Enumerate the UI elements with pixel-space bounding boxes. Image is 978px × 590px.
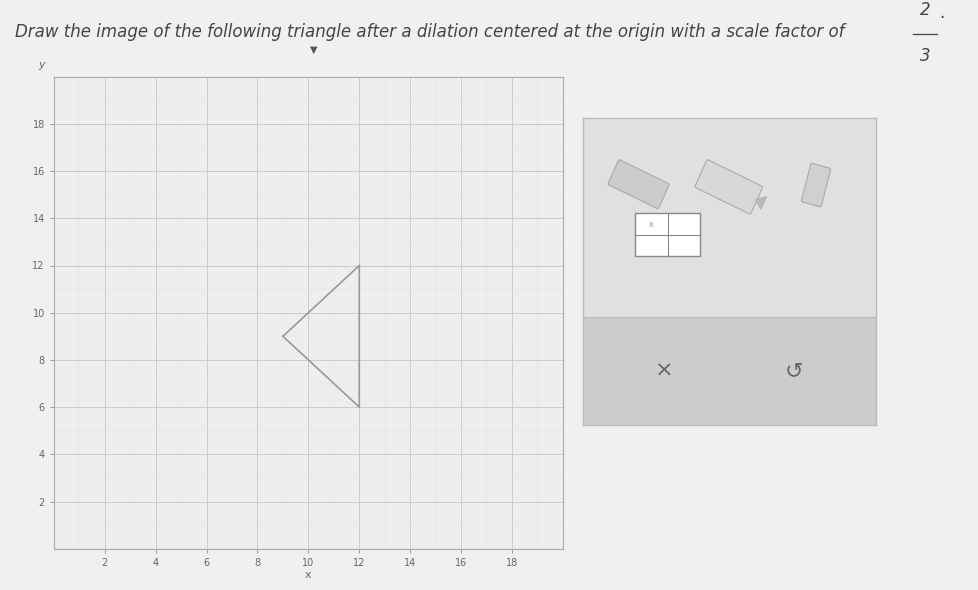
Polygon shape [755,197,766,209]
FancyBboxPatch shape [607,160,668,209]
Text: 3: 3 [919,47,929,65]
Text: ×: × [654,361,674,381]
Text: X: X [648,222,653,228]
FancyBboxPatch shape [801,163,829,207]
Text: x: x [305,570,311,580]
Text: ↺: ↺ [783,361,803,381]
FancyBboxPatch shape [694,160,762,214]
Text: ▼: ▼ [309,45,317,55]
Text: y: y [38,60,44,70]
Text: Draw the image of the following triangle after a dilation centered at the origin: Draw the image of the following triangle… [15,24,849,41]
Text: .: . [938,4,943,22]
Text: 2: 2 [919,1,929,19]
Bar [582,317,875,425]
Bar [635,213,699,256]
